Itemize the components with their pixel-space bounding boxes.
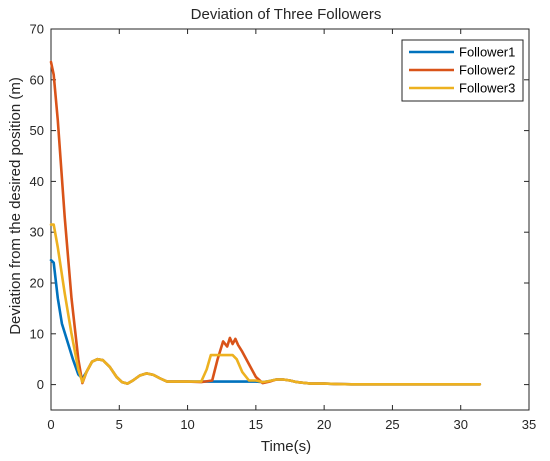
x-tick-label: 30 [453, 417, 467, 432]
legend-entry-label: Follower3 [459, 81, 515, 96]
series-line-follower1 [49, 258, 482, 386]
x-tick-label: 35 [522, 417, 536, 432]
axis-ticks: 0 5 10 15 20 25 30 35 0 10 20 30 40 50 60 70 [30, 22, 537, 433]
y-axis-label: Deviation from the desired position (m) [7, 77, 24, 335]
y-tick-label: 0 [37, 377, 44, 392]
y-tick-label: 20 [30, 276, 44, 291]
x-tick-label: 10 [180, 417, 194, 432]
y-tick-label: 30 [30, 225, 44, 240]
x-tick-label: 5 [116, 417, 123, 432]
x-tick-label: 0 [47, 417, 54, 432]
series-line-follower3 [49, 223, 482, 386]
x-axis-label: Time(s) [261, 438, 311, 455]
y-tick-label: 10 [30, 326, 44, 341]
y-tick-label: 50 [30, 123, 44, 138]
x-tick-label: 15 [249, 417, 263, 432]
legend-entry-label: Follower1 [459, 45, 515, 60]
plot-area-frame [50, 28, 530, 411]
series-line-follower2 [49, 60, 482, 386]
legend-entry-label: Follower2 [459, 63, 515, 78]
x-tick-label: 20 [317, 417, 331, 432]
x-tick-label: 25 [385, 417, 399, 432]
y-tick-label: 70 [30, 22, 44, 37]
data-series [49, 60, 482, 386]
y-tick-label: 60 [30, 72, 44, 87]
y-tick-label: 40 [30, 174, 44, 189]
chart-title: Deviation of Three Followers [191, 6, 382, 23]
legend: Follower1 Follower2 Follower3 [401, 39, 524, 102]
